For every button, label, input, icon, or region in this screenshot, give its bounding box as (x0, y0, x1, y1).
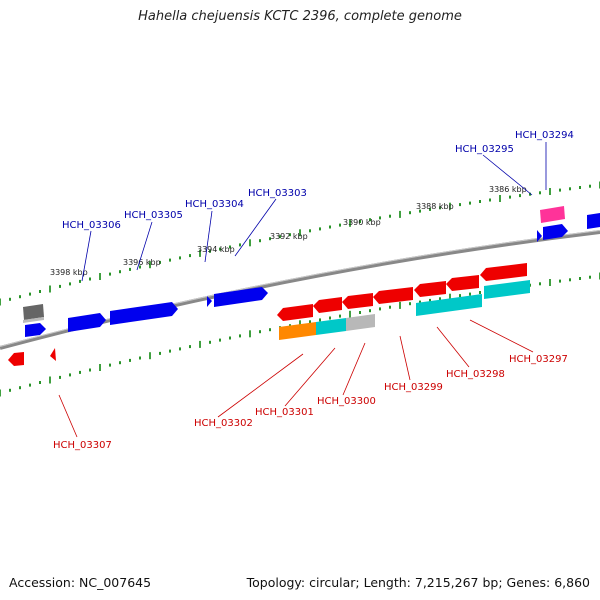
gene-box-dark[interactable] (23, 304, 44, 320)
gene-arrow-small[interactable] (207, 296, 212, 307)
genome-summary: Topology: circular; Length: 7,215,267 bp… (246, 575, 590, 590)
gene-arrow-hch-03299[interactable] (373, 287, 413, 304)
gene-box-teal[interactable] (484, 280, 530, 299)
forward-gene-track (23, 206, 600, 337)
scale-label: 3392 kbp (270, 232, 308, 241)
gene-arrow-hch-03295[interactable] (543, 224, 568, 240)
gene-arrow-small[interactable] (537, 230, 542, 242)
gene-label[interactable]: HCH_03302 (194, 418, 253, 429)
gene-label[interactable]: HCH_03301 (255, 407, 314, 418)
forward-gene-labels: HCH_03294 HCH_03295 HCH_03303 HCH_03304 … (62, 130, 574, 231)
gene-box-orange[interactable] (279, 322, 316, 340)
gene-arrow-hch-03306[interactable] (68, 313, 106, 332)
gene-label[interactable]: HCH_03307 (53, 440, 112, 451)
gene-label[interactable]: HCH_03303 (248, 188, 307, 199)
gene-label[interactable]: HCH_03304 (185, 199, 244, 210)
gene-label[interactable]: HCH_03294 (515, 130, 574, 141)
map-title: Hahella chejuensis KCTC 2396, complete g… (138, 9, 462, 24)
accession-label: Accession: NC_007645 (9, 575, 152, 590)
gene-arrow-left[interactable] (25, 323, 46, 337)
lower-tick-track (0, 272, 600, 397)
label-leaders (58, 142, 547, 438)
gene-box-gray[interactable] (23, 317, 44, 323)
scale-label: 3390 kbp (343, 218, 381, 227)
reverse-gene-track (8, 263, 530, 366)
gene-label[interactable]: HCH_03297 (509, 354, 568, 365)
gene-arrow-small-red[interactable] (50, 348, 56, 361)
scale-label: 3388 kbp (416, 202, 454, 211)
gene-arrow-hch-03297[interactable] (480, 263, 527, 281)
scale-label: 3386 kbp (489, 185, 527, 194)
gene-arrow-hch-03307[interactable] (8, 352, 24, 366)
reverse-gene-labels: HCH_03297 HCH_03298 HCH_03299 HCH_03300 … (53, 354, 568, 451)
gene-label[interactable]: HCH_03298 (446, 369, 505, 380)
scale-labels: 3386 kbp 3388 kbp 3390 kbp 3392 kbp 3394… (50, 185, 527, 277)
scale-label: 3398 kbp (50, 268, 88, 277)
gene-arrow-hch-03298b[interactable] (446, 275, 479, 291)
gene-arrow-hch-03305[interactable] (110, 302, 178, 325)
gene-arrow-hch-03301[interactable] (313, 297, 342, 313)
scale-label: 3396 kbp (123, 258, 161, 267)
gene-label[interactable]: HCH_03306 (62, 220, 121, 231)
gene-label[interactable]: HCH_03300 (317, 396, 376, 407)
gene-arrow-hch-03302[interactable] (277, 304, 313, 321)
gene-arrow-right-edge[interactable] (587, 213, 600, 229)
gene-label[interactable]: HCH_03295 (455, 144, 514, 155)
gene-arrow-hch-03304[interactable] (214, 287, 268, 307)
gene-box-teal[interactable] (416, 294, 482, 316)
scale-label: 3394 kbp (197, 245, 235, 254)
upper-tick-track (0, 181, 600, 306)
gene-label[interactable]: HCH_03299 (384, 382, 443, 393)
gene-arrow-hch-03300[interactable] (342, 293, 373, 309)
gene-label[interactable]: HCH_03305 (124, 210, 183, 221)
gene-arrow-hch-03294[interactable] (540, 206, 565, 223)
gene-box-teal[interactable] (316, 318, 346, 335)
gene-box-gray[interactable] (346, 314, 375, 331)
gene-arrow-hch-03298[interactable] (414, 281, 446, 297)
